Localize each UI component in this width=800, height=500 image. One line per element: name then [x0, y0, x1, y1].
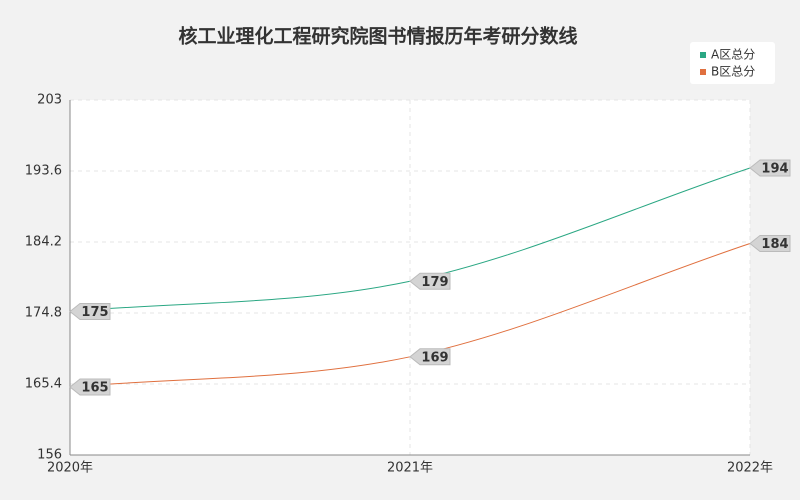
- value-label: 165: [81, 381, 108, 396]
- value-label-tag: [749, 159, 791, 177]
- value-label-tag: [749, 235, 791, 253]
- value-label-tag: [69, 302, 111, 320]
- legend-swatch: [700, 69, 706, 75]
- legend-box: [690, 42, 775, 84]
- value-label-tag: [69, 378, 111, 396]
- chart-title: 核工业理化工程研究院图书情报历年考研分数线: [178, 25, 577, 48]
- value-label-tag: [409, 272, 451, 290]
- value-label: 184: [761, 237, 788, 252]
- value-label: 169: [421, 350, 448, 365]
- x-tick-label: 2022年: [727, 461, 773, 476]
- value-label: 175: [81, 305, 108, 320]
- value-label: 179: [421, 275, 448, 290]
- legend-swatch: [700, 52, 706, 58]
- x-tick-label: 2021年: [387, 461, 433, 476]
- legend-label: A区总分: [711, 48, 755, 62]
- y-tick-label: 156: [37, 448, 62, 463]
- legend-label: B区总分: [711, 65, 755, 79]
- value-label-tag: [409, 348, 451, 366]
- x-tick-label: 2020年: [47, 461, 93, 476]
- y-tick-label: 165.4: [25, 377, 62, 392]
- y-tick-label: 203: [37, 93, 62, 108]
- y-tick-label: 174.8: [25, 306, 62, 321]
- value-label: 194: [761, 161, 788, 176]
- y-tick-label: 184.2: [25, 235, 62, 250]
- y-tick-label: 193.6: [25, 164, 62, 179]
